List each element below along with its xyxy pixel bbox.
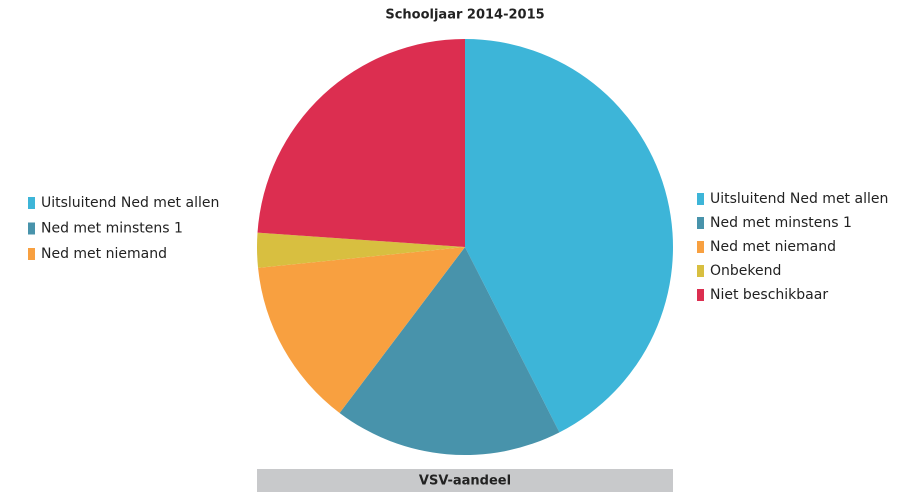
legend-label: Ned met minstens 1 xyxy=(41,221,183,237)
pie-slice xyxy=(258,247,465,413)
legend-swatch xyxy=(697,289,704,301)
legend-label: Ned met niemand xyxy=(41,246,167,262)
chart-title: Schooljaar 2014-2015 xyxy=(385,8,544,23)
legend-label: Onbekend xyxy=(710,263,781,279)
legend-swatch xyxy=(697,241,704,253)
footer-label: VSV-aandeel xyxy=(419,474,511,489)
legend-swatch xyxy=(28,197,35,209)
legend-label: Uitsluitend Ned met allen xyxy=(710,191,888,207)
pie-slice xyxy=(257,39,465,247)
legend-label: Ned met minstens 1 xyxy=(710,215,852,231)
legend-label: Ned met niemand xyxy=(710,239,836,255)
legend-swatch xyxy=(697,265,704,277)
legend-swatch xyxy=(28,222,35,235)
pie-slice xyxy=(465,39,674,433)
pie-slice xyxy=(339,247,560,455)
legend-swatch xyxy=(28,248,35,260)
footer-bar xyxy=(257,469,673,492)
legend-swatch xyxy=(697,217,704,229)
legend-label: Niet beschikbaar xyxy=(710,287,828,303)
legend-label: Uitsluitend Ned met allen xyxy=(41,195,219,211)
pie-slice xyxy=(257,232,465,268)
legend-swatch xyxy=(697,193,704,205)
